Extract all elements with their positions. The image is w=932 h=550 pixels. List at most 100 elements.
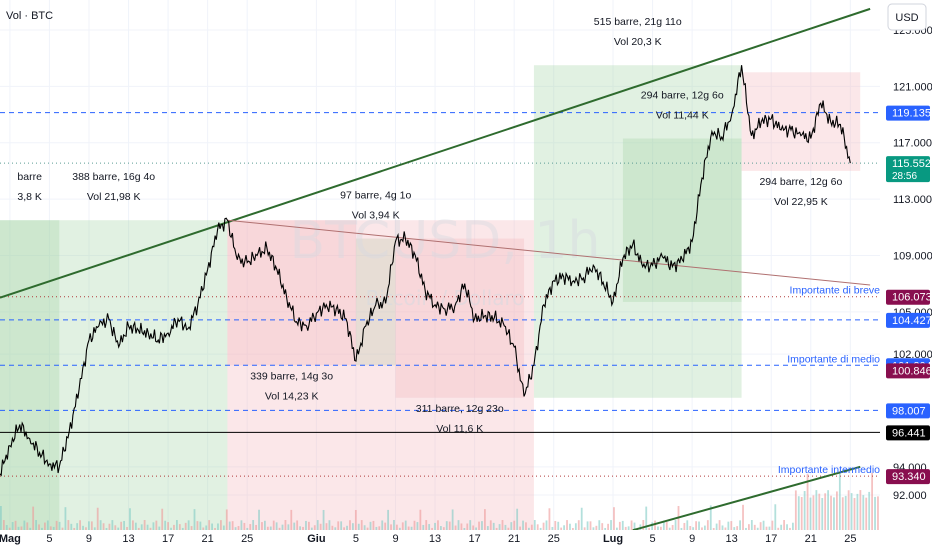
range-box-green[interactable] xyxy=(533,65,742,398)
volume-bar xyxy=(753,524,756,530)
volume-bar xyxy=(410,526,413,530)
range-box-green[interactable] xyxy=(0,220,228,531)
trendline[interactable] xyxy=(0,7,871,299)
trendline[interactable] xyxy=(227,219,871,286)
volume-bar xyxy=(407,526,410,530)
time-axis: Mag 5 9 13 17 21 25 Giu 5 9 13 17 21 25 Lug 5 9 13 17 21 25 xyxy=(0,530,880,550)
level-notes: Importante di breve Importante di medio Im… xyxy=(778,285,880,476)
range-label: 515 barre, 21g 11o xyxy=(594,16,682,28)
volume-bar xyxy=(859,490,862,530)
volume-bar xyxy=(792,522,794,530)
volume-bar xyxy=(393,520,395,530)
volume-bar xyxy=(346,525,348,530)
volume-bar xyxy=(167,522,169,530)
price-tick-label: 109.000 xyxy=(893,250,932,262)
volume-bar xyxy=(67,520,70,530)
volume-bar xyxy=(325,523,328,530)
volume-bar xyxy=(877,496,879,530)
volume-bar xyxy=(841,497,844,530)
volume-bar xyxy=(704,525,706,530)
time-tick-label: 9 xyxy=(689,533,695,545)
volume-bar xyxy=(231,521,234,530)
volume-bar xyxy=(258,509,260,530)
level-note: Importante intermedio xyxy=(778,464,880,476)
volume-bar xyxy=(416,522,419,530)
volume-bar xyxy=(132,520,134,530)
volume-bar xyxy=(158,526,161,530)
range-label: Vol 14,23 K xyxy=(265,390,319,402)
time-tick-label: 5 xyxy=(353,533,359,545)
price-level-label: 106.073 xyxy=(892,292,932,304)
price-level-badge[interactable] xyxy=(886,312,930,328)
volume-bar xyxy=(844,495,847,530)
volume-bar xyxy=(190,526,193,530)
volume-bar xyxy=(724,527,727,530)
volume-bar xyxy=(46,520,49,530)
volume-bar xyxy=(431,527,433,530)
price-level-badge[interactable] xyxy=(886,425,930,441)
volume-bar xyxy=(818,493,821,530)
volume-bar xyxy=(108,523,111,530)
price-tick-label: 121.000 xyxy=(893,81,932,93)
volume-bar xyxy=(551,526,554,530)
volume-bar xyxy=(299,526,301,530)
price-axis-bg xyxy=(880,0,932,550)
volume-bar xyxy=(604,527,607,530)
range-box-red[interactable] xyxy=(227,220,356,366)
volume-bar xyxy=(20,526,23,530)
volume-bar xyxy=(313,525,316,530)
currency-button[interactable]: USD xyxy=(887,3,927,31)
volume-bar xyxy=(457,520,460,530)
watermark-name: Bitcoin / Dollaro xyxy=(365,286,524,310)
volume-bar xyxy=(545,520,548,530)
volume-bar xyxy=(246,527,249,530)
volume-bar xyxy=(343,527,345,530)
volume-bar xyxy=(278,527,281,530)
trendline[interactable] xyxy=(632,465,861,532)
volume-bar xyxy=(598,520,601,530)
price-level-badge[interactable] xyxy=(886,156,930,183)
price-level-badge[interactable] xyxy=(886,105,930,121)
volume-bar xyxy=(249,524,252,530)
volume-bar xyxy=(0,506,2,530)
price-level-badge[interactable] xyxy=(886,403,930,419)
price-level-badge[interactable] xyxy=(886,363,930,379)
volume-bar xyxy=(501,520,504,530)
volume-bar xyxy=(871,472,873,530)
volume-bar xyxy=(93,527,96,530)
volume-bar xyxy=(756,527,759,530)
price-level-badge[interactable] xyxy=(886,469,930,485)
volume-bar xyxy=(847,490,850,530)
volume-bar xyxy=(736,526,739,530)
volume-bar xyxy=(633,522,636,530)
volume-bar xyxy=(305,520,307,530)
range-box-red[interactable] xyxy=(395,238,525,398)
volume-bar xyxy=(252,520,255,530)
volume-bar xyxy=(82,525,84,530)
volume-bar xyxy=(337,521,340,530)
volume-bar xyxy=(228,521,231,530)
volume-bar xyxy=(853,497,856,530)
price-level-badge[interactable] xyxy=(886,289,930,305)
time-tick-label: 25 xyxy=(844,533,856,545)
volume-bar xyxy=(463,527,466,530)
range-box-green[interactable] xyxy=(622,138,742,302)
volume-bar xyxy=(164,520,167,530)
volume-bar xyxy=(715,523,718,530)
volume-bar xyxy=(302,526,304,530)
countdown-label: 28:56 xyxy=(892,171,917,182)
volume-bar xyxy=(445,521,448,530)
volume-bar xyxy=(149,527,152,530)
volume-bar xyxy=(211,523,213,530)
price-line[interactable] xyxy=(0,65,851,477)
volume-bar xyxy=(566,520,568,530)
range-label: Vol 3,94 K xyxy=(352,210,400,222)
volume-bar xyxy=(281,524,284,530)
volume-bar xyxy=(401,522,404,530)
volume-bar xyxy=(783,520,785,530)
range-box-green[interactable] xyxy=(0,220,60,531)
volume-bar xyxy=(316,520,319,530)
volume-bar xyxy=(824,493,827,530)
volume-bar xyxy=(627,526,630,530)
